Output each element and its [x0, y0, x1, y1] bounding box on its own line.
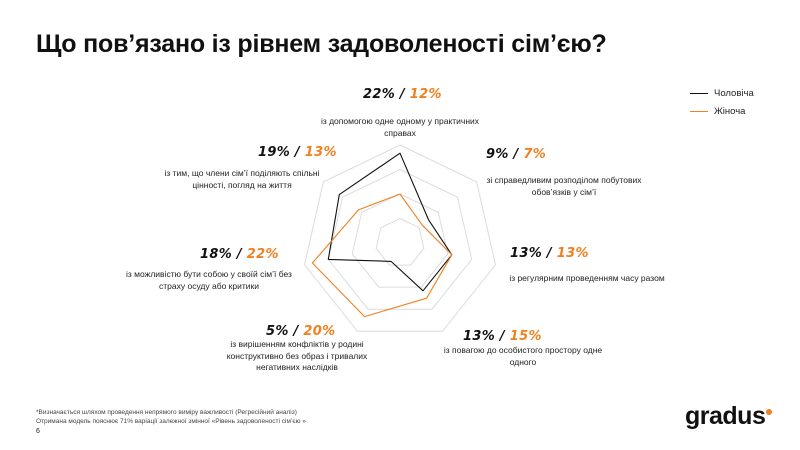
axis-value-pair: 22% / 12%: [363, 87, 442, 102]
axis-value-pair: 18% / 22%: [200, 247, 279, 262]
men-value: 18%: [200, 247, 233, 262]
value-separator: /: [546, 246, 552, 261]
value-separator: /: [293, 324, 299, 339]
women-value: 13%: [556, 246, 589, 261]
men-value: 5%: [266, 324, 289, 339]
axis-value-pair: 13% / 13%: [510, 246, 589, 261]
legend-item-men: Чоловіча: [690, 84, 754, 102]
men-value: 22%: [363, 87, 396, 102]
axis-label: із вирішенням конфліктів у родині констр…: [226, 339, 368, 372]
grid-ring: [327, 168, 473, 310]
grid-ring: [375, 217, 425, 266]
value-separator: /: [236, 247, 242, 262]
axis-value-pair: 5% / 20%: [266, 324, 335, 339]
legend-label-men: Чоловіча: [714, 87, 754, 99]
axis-label: із тим, що члени сім’ї поділяють спільні…: [164, 168, 320, 190]
value-separator: /: [399, 87, 405, 102]
footnote-line: Отримана модель пояснює 71% варіації зал…: [36, 417, 306, 425]
legend-line-men: [690, 92, 708, 94]
legend-label-women: Жіноча: [714, 105, 746, 117]
women-value: 20%: [303, 324, 336, 339]
axis-value-pair: 13% / 15%: [463, 329, 542, 344]
legend: Чоловіча Жіноча: [690, 84, 754, 120]
women-value: 15%: [509, 329, 542, 344]
women-value: 12%: [409, 87, 442, 102]
legend-line-women: [690, 110, 708, 112]
radar-series: [311, 152, 453, 318]
brand-logo: gradus: [685, 402, 766, 430]
men-value: 13%: [463, 329, 496, 344]
axis-label: із регулярним проведенням часу разом: [509, 273, 665, 283]
value-separator: /: [499, 329, 505, 344]
grid-ring: [303, 144, 497, 332]
women-value: 22%: [246, 247, 279, 262]
page-title: Що пов’язано із рівнем задоволеності сім…: [36, 30, 607, 58]
series-line-women: [311, 193, 453, 318]
axis-value-pair: 19% / 13%: [258, 145, 337, 160]
radar-grid: [303, 144, 497, 332]
women-value: 13%: [304, 145, 337, 160]
grid-ring: [351, 193, 449, 288]
series-line-men: [327, 152, 453, 292]
value-separator: /: [513, 147, 519, 162]
axis-label: із повагою до особистого простору одне о…: [443, 345, 603, 367]
footnote: *Визначається шляхом проведення непрямог…: [36, 409, 306, 426]
value-separator: /: [294, 145, 300, 160]
page-number: 6: [36, 428, 40, 435]
axis-label: із допомогою одне одному у практичних сп…: [320, 116, 480, 138]
logo-dot-icon: [766, 409, 772, 415]
axis-label: зі справедливим розподілом побутових обо…: [486, 175, 642, 197]
men-value: 19%: [258, 145, 291, 160]
men-value: 9%: [486, 147, 509, 162]
legend-item-women: Жіноча: [690, 102, 754, 120]
axis-value-pair: 9% / 7%: [486, 147, 546, 162]
footnote-line: *Визначається шляхом проведення непрямог…: [36, 409, 297, 416]
axis-label: із можливістю бути собою у своїй сім’ї б…: [126, 269, 292, 291]
women-value: 7%: [523, 147, 547, 162]
men-value: 13%: [510, 246, 543, 261]
